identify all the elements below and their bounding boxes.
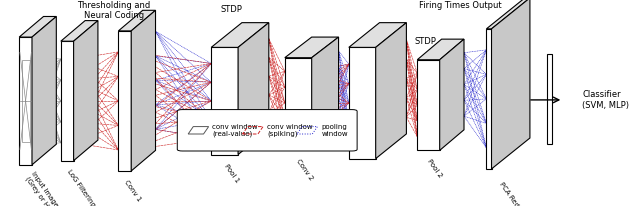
Polygon shape <box>211 23 269 47</box>
Text: LoG Filtering: LoG Filtering <box>66 169 96 206</box>
Text: conv window
(spiking): conv window (spiking) <box>267 124 312 137</box>
Polygon shape <box>492 0 530 169</box>
Polygon shape <box>211 47 238 154</box>
Polygon shape <box>486 0 530 29</box>
Polygon shape <box>19 37 32 165</box>
Text: STDP: STDP <box>415 37 436 46</box>
Text: Pool 1: Pool 1 <box>223 163 240 184</box>
Text: Thresholding and
Neural Coding: Thresholding and Neural Coding <box>77 1 150 20</box>
Polygon shape <box>285 37 339 58</box>
Text: PCA Reduction: PCA Reduction <box>498 181 532 206</box>
Text: pooling
window: pooling window <box>321 124 348 137</box>
Polygon shape <box>312 37 339 148</box>
Text: STDP: STDP <box>221 5 243 14</box>
Polygon shape <box>32 16 56 165</box>
Polygon shape <box>440 39 464 150</box>
Polygon shape <box>547 54 552 144</box>
Polygon shape <box>417 39 464 60</box>
Text: Input Image
(Grey or HSV): Input Image (Grey or HSV) <box>24 171 63 206</box>
Polygon shape <box>417 60 440 150</box>
Polygon shape <box>238 23 269 154</box>
Polygon shape <box>349 47 376 159</box>
Polygon shape <box>118 10 156 31</box>
Polygon shape <box>118 31 131 171</box>
Text: Classifier
(SVM, MLP): Classifier (SVM, MLP) <box>582 90 629 110</box>
Polygon shape <box>61 21 98 41</box>
Polygon shape <box>61 41 74 161</box>
Text: Conv 1: Conv 1 <box>124 179 143 203</box>
Text: conv window
(real-value): conv window (real-value) <box>212 124 258 137</box>
Polygon shape <box>19 16 56 37</box>
Text: Conv 2: Conv 2 <box>295 159 314 182</box>
Polygon shape <box>131 10 156 171</box>
Text: Firing Times Output: Firing Times Output <box>419 1 502 10</box>
Polygon shape <box>349 23 406 47</box>
FancyBboxPatch shape <box>177 110 357 151</box>
Polygon shape <box>376 23 406 159</box>
Text: Pool 2: Pool 2 <box>426 159 444 179</box>
Polygon shape <box>285 58 312 148</box>
Polygon shape <box>486 29 492 169</box>
Polygon shape <box>74 21 98 161</box>
